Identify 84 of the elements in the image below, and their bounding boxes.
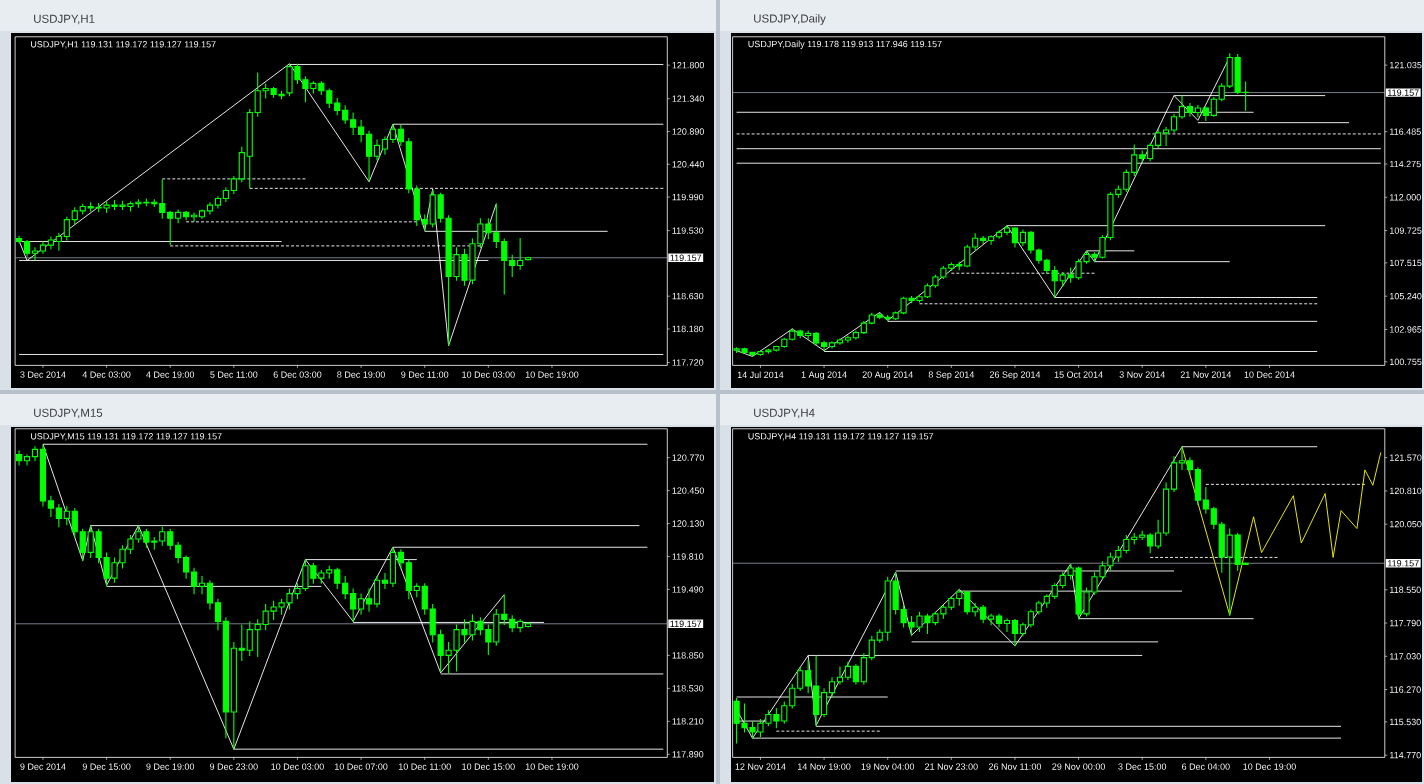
y-tick-label: 114.770 (1390, 752, 1421, 759)
x-tick-label: 1 Aug 2014 (801, 371, 847, 380)
ref-line-label: 119.157 (670, 620, 702, 627)
y-tick-label: 118.180 (672, 325, 704, 333)
chart-title: USDJPY,M15 (34, 408, 103, 419)
y-tick-label: 117.030 (1390, 653, 1421, 660)
y-tick-label: 112.000 (1390, 194, 1421, 201)
x-tick-label: 6 Dec 03:00 (273, 371, 322, 378)
y-tick-label: 121.035 (1390, 61, 1422, 69)
x-tick-label: 8 Sep 2014 (928, 371, 975, 380)
x-tick-label: 10 Dec 19:00 (1243, 763, 1296, 770)
x-tick-label: 21 Nov 23:00 (925, 763, 978, 770)
x-tick-label: 12 Nov 2014 (735, 763, 786, 770)
ref-line-label: 119.157 (1387, 89, 1419, 96)
chart-subtitle: USDJPY,M15 119.131 119.172 119.127 119.157 (31, 433, 222, 441)
x-tick-label: 10 Dec 2014 (1244, 371, 1295, 378)
x-tick-label: 5 Dec 11:00 (210, 371, 258, 378)
x-tick-label: 10 Dec 11:00 (398, 763, 451, 770)
x-tick-label: 9 Dec 15:00 (82, 763, 131, 770)
y-tick-label: 109.725 (1390, 227, 1422, 234)
y-tick-label: 120.440 (672, 161, 705, 168)
y-tick-label: 120.450 (672, 487, 705, 494)
y-tick-label: 120.810 (1390, 487, 1422, 495)
y-tick-label: 116.485 (1390, 128, 1421, 135)
x-tick-label: 15 Oct 2014 (1054, 371, 1103, 378)
x-tick-label: 3 Dec 2014 (20, 371, 66, 378)
y-tick-label: 120.130 (672, 520, 705, 527)
chart-subtitle: USDJPY,H4 119.131 119.172 119.127 119.157 (748, 433, 934, 441)
y-tick-label: 118.550 (1390, 586, 1421, 593)
x-tick-label: 26 Nov 11:00 (988, 763, 1042, 770)
y-tick-label: 121.570 (1390, 454, 1422, 461)
chart-title: USDJPY,H1 (34, 14, 95, 25)
y-tick-label: 117.790 (1390, 619, 1421, 627)
x-tick-label: 29 Nov 00:00 (1052, 763, 1105, 770)
y-tick-label: 120.890 (672, 128, 705, 135)
ref-line-label: 119.157 (1387, 560, 1419, 567)
y-tick-label: 116.270 (1390, 686, 1421, 693)
x-tick-label: 14 Jul 2014 (737, 371, 784, 379)
y-tick-label: 119.990 (672, 193, 704, 201)
x-tick-label: 9 Dec 19:00 (146, 763, 195, 770)
y-tick-label: 118.210 (672, 718, 704, 725)
x-tick-label: 10 Dec 15:00 (462, 763, 515, 770)
chart-title: USDJPY,Daily (754, 14, 826, 25)
x-tick-label: 4 Dec 19:00 (146, 371, 195, 378)
x-tick-label: 10 Dec 07:00 (335, 763, 388, 770)
y-tick-label: 118.530 (672, 685, 704, 692)
y-tick-label: 117.890 (672, 751, 704, 758)
x-tick-label: 9 Dec 11:00 (401, 371, 449, 378)
y-tick-label: 107.515 (1390, 259, 1422, 267)
y-tick-label: 118.630 (672, 292, 704, 300)
y-tick-label: 115.530 (1390, 718, 1421, 726)
y-tick-label: 105.240 (1390, 292, 1422, 300)
y-tick-label: 119.530 (672, 227, 704, 234)
x-tick-label: 14 Nov 19:00 (798, 763, 851, 770)
y-tick-label: 102.965 (1390, 326, 1422, 333)
y-tick-label: 114.275 (1390, 160, 1421, 168)
chart-subtitle: USDJPY,H1 119.131 119.172 119.127 119.157 (31, 41, 216, 49)
x-tick-label: 10 Dec 19:00 (525, 371, 579, 378)
y-tick-label: 121.340 (672, 95, 705, 102)
x-tick-label: 10 Dec 03:00 (462, 371, 515, 378)
x-tick-label: 8 Dec 19:00 (337, 371, 385, 378)
x-tick-label: 6 Dec 04:00 (1182, 763, 1230, 770)
chart-title: USDJPY,H4 (754, 408, 815, 419)
y-tick-label: 117.720 (672, 359, 704, 366)
y-tick-label: 120.770 (672, 454, 705, 461)
y-tick-label: 120.050 (1390, 520, 1422, 528)
x-tick-label: 19 Nov 04:00 (861, 763, 915, 770)
x-tick-label: 10 Dec 03:00 (271, 763, 324, 770)
x-tick-label: 10 Dec 19:00 (525, 763, 579, 770)
chart-subtitle: USDJPY,Daily 119.178 119.913 117.946 119.157 (748, 40, 942, 49)
ref-line-label: 119.157 (670, 254, 702, 261)
x-tick-label: 3 Dec 15:00 (1118, 763, 1167, 770)
y-tick-label: 119.490 (672, 586, 704, 593)
x-tick-label: 20 Aug 2014 (862, 371, 913, 380)
y-tick-label: 100.755 (1390, 358, 1422, 365)
y-tick-label: 119.810 (672, 553, 704, 560)
x-tick-label: 4 Dec 03:00 (82, 371, 131, 378)
y-tick-label: 121.800 (672, 62, 705, 69)
x-tick-label: 9 Dec 23:00 (209, 763, 258, 770)
x-tick-label: 21 Nov 2014 (1180, 371, 1232, 378)
y-tick-label: 118.850 (672, 652, 704, 659)
x-tick-label: 26 Sep 2014 (989, 371, 1041, 380)
x-tick-label: 3 Nov 2014 (1119, 371, 1165, 378)
x-tick-label: 9 Dec 2014 (20, 763, 66, 770)
